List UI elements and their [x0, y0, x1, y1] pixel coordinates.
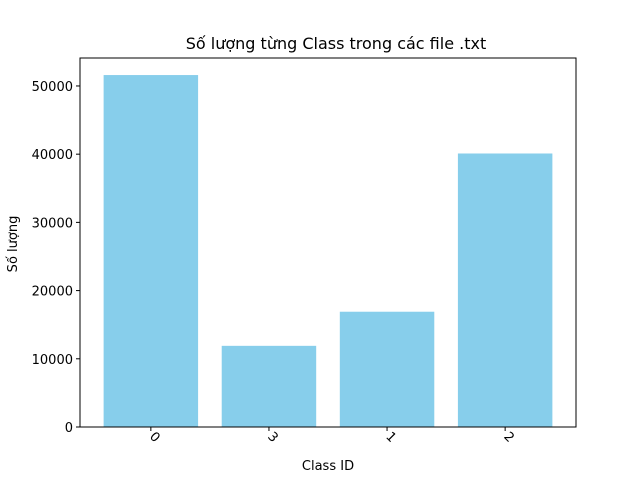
x-tick-label: 2 — [500, 429, 516, 445]
bar-1 — [339, 311, 435, 427]
y-tick-label: 30000 — [32, 216, 73, 231]
y-axis-label: Số lượng — [6, 216, 21, 273]
chart-title: Số lượng từng Class trong các file .txt — [186, 34, 486, 53]
bars-group — [103, 75, 553, 427]
bar-0 — [103, 75, 199, 427]
y-tick-label: 0 — [65, 421, 73, 436]
bar-3 — [221, 345, 317, 427]
y-tick-label: 50000 — [32, 80, 73, 95]
plot-frame — [79, 57, 577, 428]
x-tick-label: 3 — [264, 429, 280, 445]
y-tick-label: 40000 — [32, 148, 73, 163]
y-tick-label: 10000 — [32, 353, 73, 368]
y-axis: 0 10000 20000 30000 40000 50000 — [32, 80, 80, 436]
bar-2 — [457, 153, 553, 427]
y-tick-label: 20000 — [32, 285, 73, 300]
x-tick-label: 0 — [146, 429, 162, 445]
x-axis-label: Class ID — [302, 459, 354, 474]
x-axis: 0 3 1 2 — [146, 427, 517, 446]
x-tick-label: 1 — [382, 429, 398, 445]
